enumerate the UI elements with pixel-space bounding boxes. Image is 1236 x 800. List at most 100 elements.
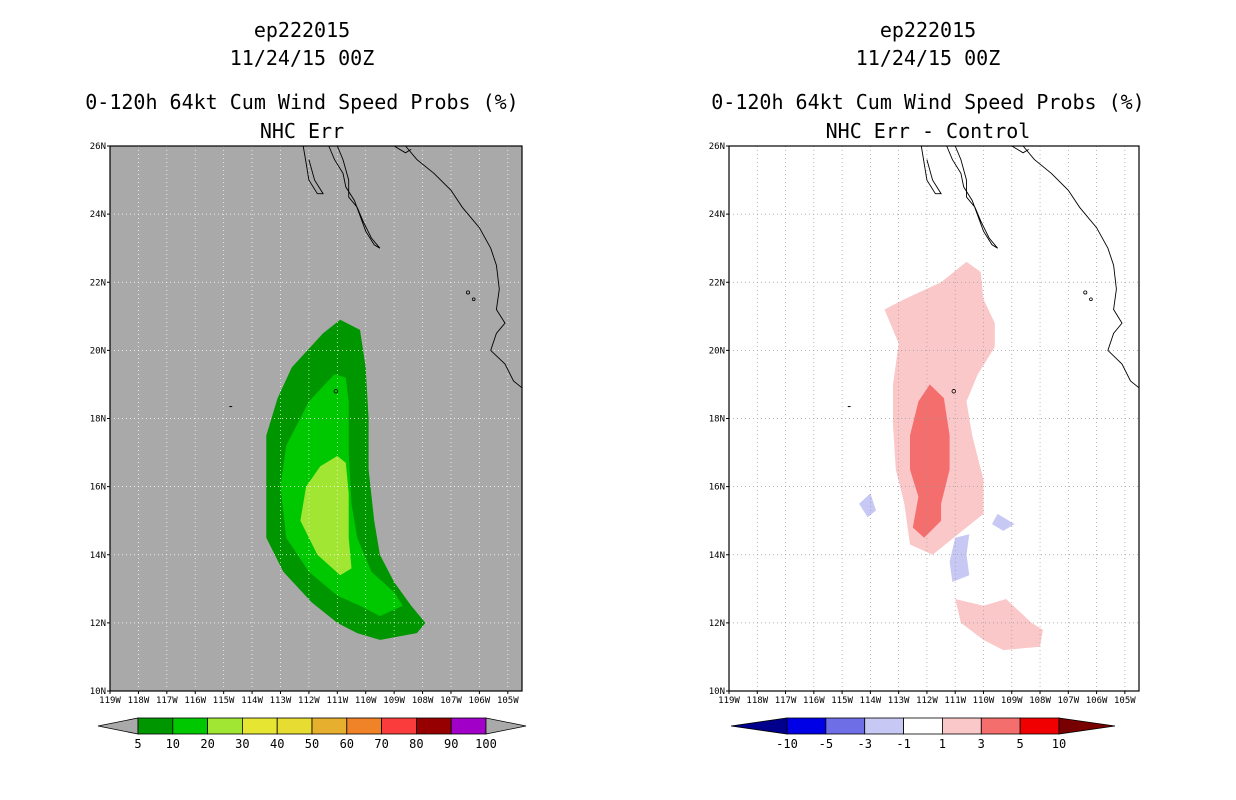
- left-contour-20-2: [300, 456, 352, 576]
- left-colorbar-left-arrow: [97, 717, 139, 735]
- right-island: [1089, 297, 1093, 302]
- left-lat-tick-label: 22N: [90, 278, 106, 288]
- left-coastline-3: [393, 145, 412, 154]
- left-colorbar-swatch: [207, 717, 243, 735]
- left-coastline-1: [302, 145, 324, 195]
- right-lon-tick-label: 117W: [775, 696, 797, 706]
- left-island: [333, 389, 339, 394]
- left-lon-tick-label: 112W: [298, 696, 320, 706]
- right-lat-tick-label: 10N: [709, 687, 725, 697]
- right-chart-title: 0-120h 64kt Cum Wind Speed Probs (%): [711, 90, 1145, 114]
- right-lon-tick-label: 108W: [1029, 696, 1051, 706]
- left-lat-tick-label: 24N: [90, 210, 106, 220]
- right-lat-tick-label: 22N: [709, 278, 725, 288]
- left-colorbar-swatch: [241, 717, 278, 735]
- right-lon-tick-label: 113W: [888, 696, 910, 706]
- left-colorbar-label: 40: [270, 737, 284, 751]
- left-colorbar-label: 50: [305, 737, 319, 751]
- left-colorbar-right-arrow: [485, 717, 527, 735]
- left-date: 11/24/15 00Z: [229, 46, 375, 70]
- right-colorbar-swatch: [786, 717, 827, 735]
- right-coastline-0: [946, 145, 998, 249]
- right-colorbar-swatch: [942, 717, 982, 735]
- right-colorbar-swatch: [1019, 717, 1060, 735]
- right-colorbar-label: 10: [1052, 737, 1066, 751]
- right-lon-tick-label: 110W: [973, 696, 995, 706]
- left-lon-tick-label: 111W: [326, 696, 348, 706]
- right-lon-tick-label: 105W: [1114, 696, 1136, 706]
- left-lat-tick-label: 12N: [90, 619, 106, 629]
- left-coastline-2: [405, 145, 523, 389]
- right-colorbar-swatch: [903, 717, 943, 735]
- right-lat-tick-label: 16N: [709, 483, 725, 493]
- right-colorbar-swatch: [825, 717, 866, 735]
- right-colorbar-label: -1: [896, 737, 910, 751]
- left-lat-tick-label: 10N: [90, 687, 106, 697]
- left-colorbar-swatch: [450, 717, 487, 735]
- left-colorbar-label: 20: [200, 737, 214, 751]
- right-lon-tick-label: 106W: [1086, 696, 1108, 706]
- left-coastline-0: [328, 145, 381, 249]
- right-colorbar-label: 5: [1017, 737, 1024, 751]
- right-lon-tick-label: 109W: [1001, 696, 1023, 706]
- left-lon-tick-label: 108W: [412, 696, 434, 706]
- left-colorbar-label: 100: [475, 737, 497, 751]
- left-lon-tick-label: 110W: [355, 696, 377, 706]
- left-storm-id: ep222015: [253, 18, 351, 42]
- right-colorbar-label: 3: [978, 737, 985, 751]
- right-contour-1-1: [955, 599, 1043, 651]
- left-colorbar-swatch: [346, 717, 382, 735]
- right-lat-tick-label: 24N: [709, 210, 725, 220]
- right-colorbar-swatch: [980, 717, 1021, 735]
- left-lat-tick-label: 20N: [90, 346, 106, 356]
- right-lon-tick-label: 116W: [803, 696, 825, 706]
- left-lat-tick-label: 26N: [90, 142, 106, 152]
- left-island: [466, 290, 471, 295]
- right-island: [951, 389, 956, 394]
- left-island: [471, 297, 476, 302]
- left-lat-tick-label: 14N: [90, 551, 106, 561]
- right-lon-tick-label: 115W: [831, 696, 853, 706]
- left-subtitle: NHC Err: [259, 119, 345, 143]
- left-lon-tick-label: 115W: [213, 696, 235, 706]
- right-colorbar-label: 1: [939, 737, 946, 751]
- left-colorbar-swatch: [276, 717, 313, 735]
- left-colorbar-label: 70: [374, 737, 388, 751]
- right-colorbar-left-arrow: [730, 717, 788, 735]
- right-lat-tick-label: 26N: [709, 142, 725, 152]
- right-coastline-3: [1011, 145, 1029, 154]
- right-coastline-1: [920, 145, 942, 195]
- right-storm-id: ep222015: [879, 18, 977, 42]
- left-colorbar-label: 30: [235, 737, 249, 751]
- left-colorbar-swatch: [311, 717, 348, 735]
- left-lon-tick-label: 109W: [383, 696, 405, 706]
- right-lon-tick-label: 118W: [746, 696, 768, 706]
- left-lon-tick-label: 118W: [128, 696, 150, 706]
- right-colorbar-label: -5: [819, 737, 833, 751]
- right-colorbar-right-arrow: [1058, 717, 1116, 735]
- left-lon-tick-label: 116W: [184, 696, 206, 706]
- right-contour--1-3: [859, 493, 876, 518]
- right-colorbar-label: -3: [857, 737, 871, 751]
- left-colorbar-label: 5: [134, 737, 141, 751]
- right-lat-tick-label: 18N: [709, 415, 725, 425]
- left-lon-tick-label: 107W: [440, 696, 462, 706]
- left-colorbar-swatch: [137, 717, 174, 735]
- left-colorbar-swatch: [381, 717, 417, 735]
- right-coastline-2: [1022, 145, 1140, 389]
- right-lon-tick-label: 111W: [944, 696, 966, 706]
- left-lon-tick-label: 106W: [469, 696, 491, 706]
- right-colorbar-swatch: [864, 717, 904, 735]
- right-lat-tick-label: 14N: [709, 551, 725, 561]
- right-lon-tick-label: 114W: [860, 696, 882, 706]
- left-lon-tick-label: 117W: [156, 696, 178, 706]
- left-chart-title: 0-120h 64kt Cum Wind Speed Probs (%): [85, 90, 519, 114]
- right-lat-tick-label: 12N: [709, 619, 725, 629]
- right-lon-tick-label: 119W: [718, 696, 740, 706]
- right-lon-tick-label: 107W: [1057, 696, 1079, 706]
- right-contour-3-2: [910, 384, 950, 538]
- left-colorbar-label: 60: [340, 737, 354, 751]
